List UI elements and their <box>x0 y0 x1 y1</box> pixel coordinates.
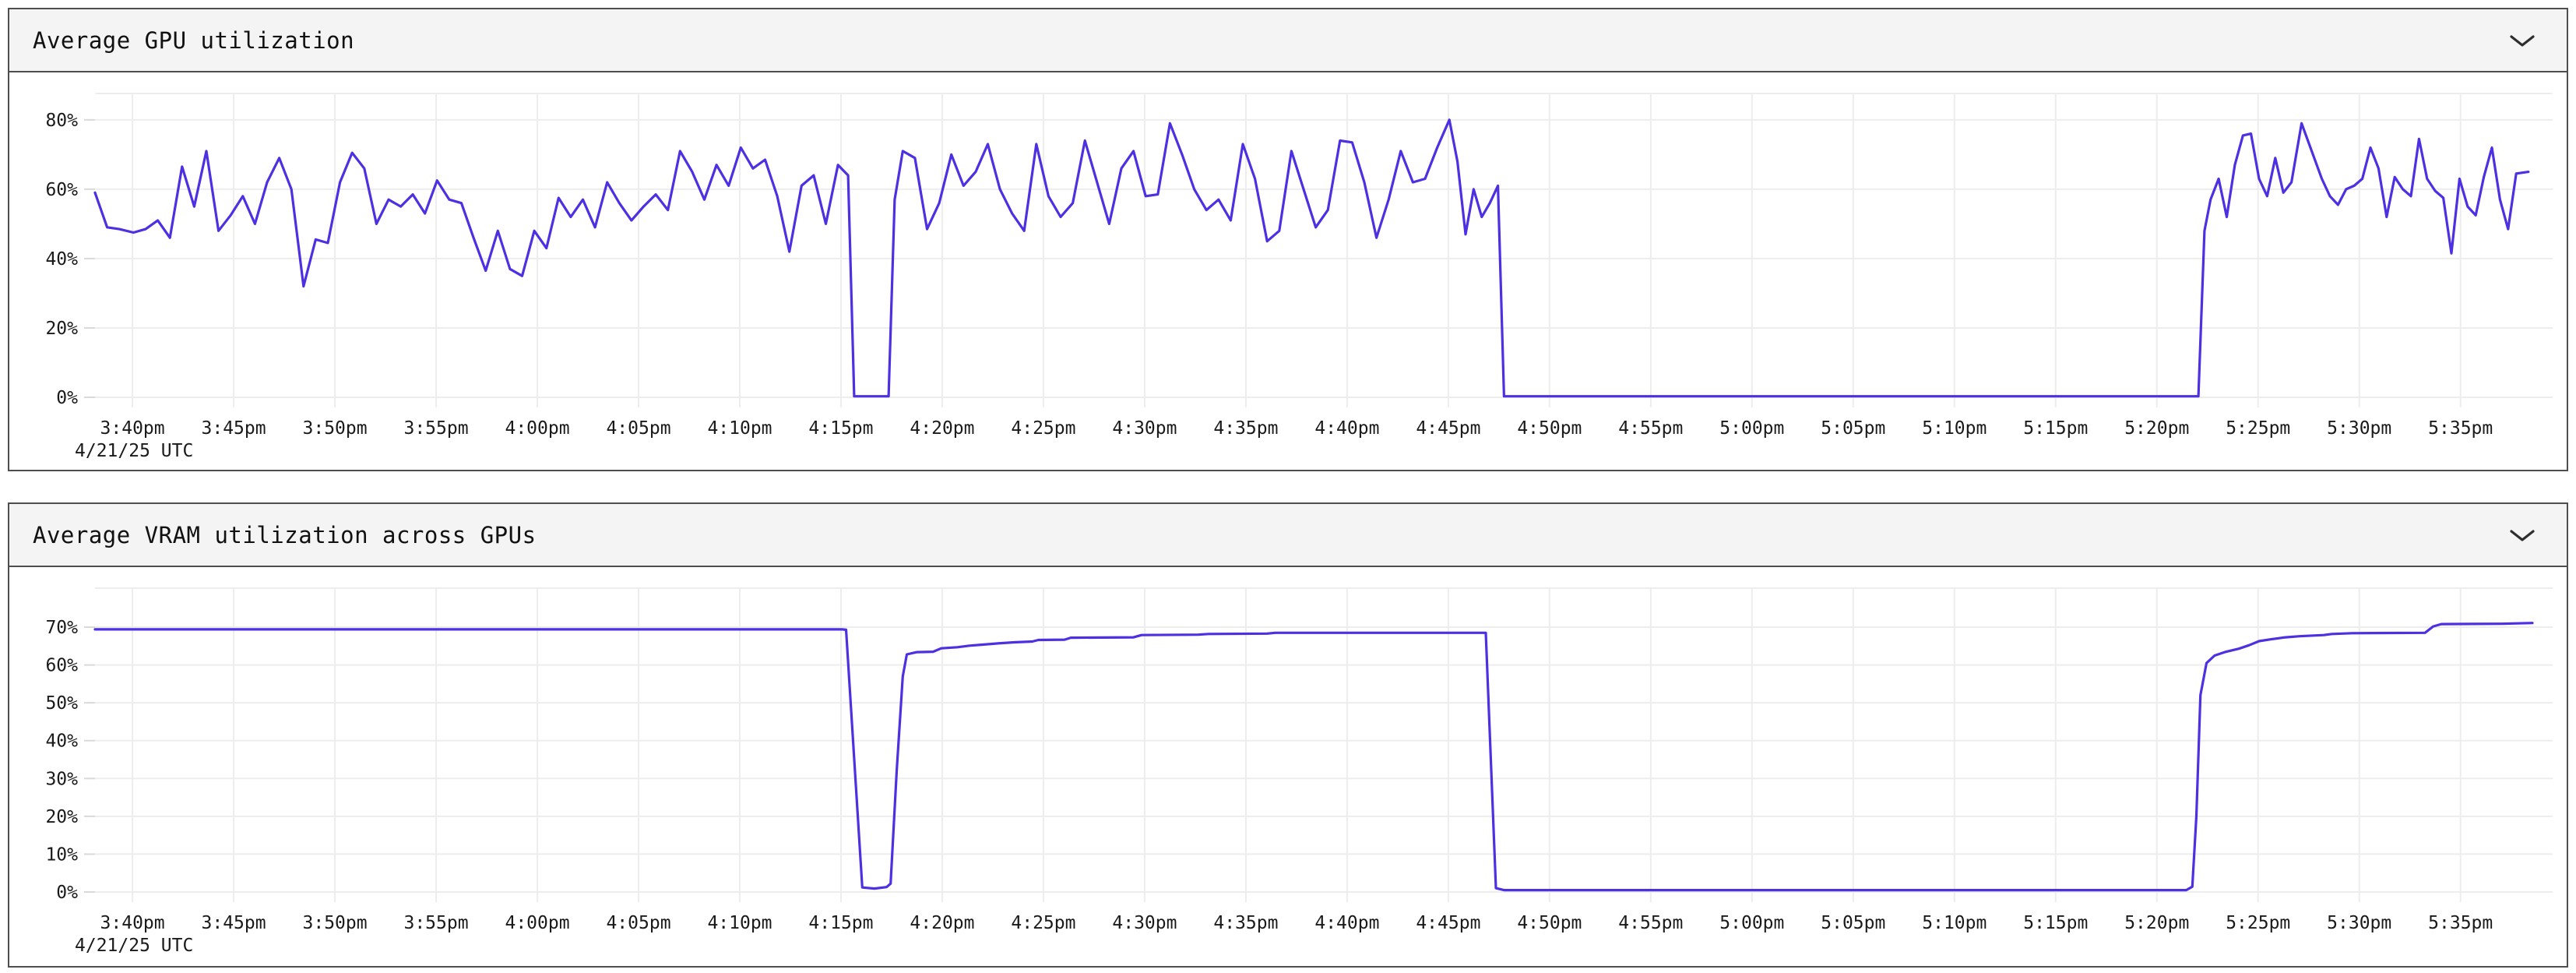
x-tick-label: 4:10pm <box>707 913 772 933</box>
x-tick-label: 5:10pm <box>1922 418 1987 439</box>
x-tick-label: 5:20pm <box>2124 418 2189 439</box>
utilization-line[interactable] <box>93 622 2534 892</box>
x-tick-label: 4:00pm <box>505 418 569 439</box>
y-tick-label: 0% <box>56 388 78 408</box>
y-tick-label: 0% <box>56 883 78 903</box>
y-tick-label: 60% <box>45 180 78 200</box>
y-tick-label: 10% <box>45 844 78 865</box>
y-tick-label: 20% <box>45 319 78 339</box>
x-tick-label: 4:05pm <box>606 913 670 933</box>
y-tick-label: 60% <box>45 656 78 676</box>
x-tick-label: 4:20pm <box>910 913 974 933</box>
x-tick-label: 4:45pm <box>1416 913 1480 933</box>
x-tick-label: 3:55pm <box>403 418 468 439</box>
x-tick-label: 4:35pm <box>1213 418 1278 439</box>
x-tick-label: 5:10pm <box>1922 913 1987 933</box>
x-tick-label: 5:00pm <box>1719 913 1784 933</box>
x-tick-label: 4:45pm <box>1416 418 1480 439</box>
x-tick-label: 3:40pm <box>100 418 165 439</box>
vram-panel-header[interactable]: Average VRAM utilization across GPUs <box>9 504 2567 567</box>
date-utc-label: 4/21/25 UTC <box>75 936 193 956</box>
x-tick-label: 4:35pm <box>1213 913 1278 933</box>
utilization-line[interactable] <box>93 118 2530 398</box>
x-tick-label: 3:50pm <box>303 418 368 439</box>
y-tick-label: 40% <box>45 249 78 270</box>
vram-utilization-chart[interactable]: 0% 10% 20% 30% 40% 50% 60% 70% 3:40pm 3:45pm 3:50p… <box>9 567 2567 963</box>
x-tick-label: 5:00pm <box>1719 418 1784 439</box>
y-tick-label: 80% <box>45 111 78 131</box>
x-tick-label: 4:00pm <box>505 913 569 933</box>
x-tick-label: 5:30pm <box>2327 418 2391 439</box>
x-tick-label: 5:25pm <box>2226 418 2290 439</box>
x-tick-label: 4:40pm <box>1314 913 1379 933</box>
x-tick-label: 5:35pm <box>2428 913 2493 933</box>
x-tick-label: 5:15pm <box>2023 418 2088 439</box>
x-tick-label: 3:45pm <box>202 913 266 933</box>
x-tick-label: 4:15pm <box>808 913 873 933</box>
y-tick-label: 20% <box>45 807 78 827</box>
x-tick-label: 4:20pm <box>910 418 974 439</box>
x-tick-label: 4:50pm <box>1517 913 1582 933</box>
x-tick-label: 3:50pm <box>303 913 368 933</box>
gpu-utilization-chart[interactable]: 0% 20% 40% 60% 80% 3:40pm 3:45pm 3:50pm 3:55pm 4:… <box>9 72 2567 468</box>
x-tick-label: 4:15pm <box>808 418 873 439</box>
x-tick-label: 3:40pm <box>100 913 165 933</box>
x-tick-label: 4:30pm <box>1112 913 1177 933</box>
y-tick-label: 30% <box>45 769 78 789</box>
x-tick-label: 4:05pm <box>606 418 670 439</box>
x-tick-label: 4:30pm <box>1112 418 1177 439</box>
x-tick-label: 5:05pm <box>1821 913 1885 933</box>
x-tick-label: 5:20pm <box>2124 913 2189 933</box>
chevron-down-icon[interactable] <box>2509 33 2536 48</box>
vram-panel-title: Average VRAM utilization across GPUs <box>33 521 537 548</box>
y-tick-label: 70% <box>45 618 78 638</box>
gpu-panel-title: Average GPU utilization <box>33 26 355 54</box>
vram-utilization-panel: Average VRAM utilization across GPUs 0% 1… <box>8 502 2568 968</box>
x-tick-label: 4:25pm <box>1011 418 1075 439</box>
x-tick-label: 5:05pm <box>1821 418 1885 439</box>
x-tick-label: 3:45pm <box>202 418 266 439</box>
chevron-down-icon[interactable] <box>2509 528 2536 542</box>
x-tick-label: 3:55pm <box>403 913 468 933</box>
x-tick-label: 5:15pm <box>2023 913 2088 933</box>
x-tick-label: 5:30pm <box>2327 913 2391 933</box>
x-tick-label: 4:10pm <box>707 418 772 439</box>
date-utc-label: 4/21/25 UTC <box>75 441 193 461</box>
y-tick-label: 40% <box>45 732 78 752</box>
y-tick-label: 50% <box>45 693 78 714</box>
gpu-panel-header[interactable]: Average GPU utilization <box>9 9 2567 72</box>
x-tick-label: 4:25pm <box>1011 913 1075 933</box>
x-tick-label: 5:35pm <box>2428 418 2493 439</box>
x-tick-label: 4:50pm <box>1517 418 1582 439</box>
x-tick-label: 4:40pm <box>1314 418 1379 439</box>
gpu-utilization-panel: Average GPU utilization 0% 20% 40% 60% 80% 3:… <box>8 8 2568 471</box>
x-tick-label: 4:55pm <box>1618 418 1683 439</box>
x-tick-label: 5:25pm <box>2226 913 2290 933</box>
x-tick-label: 4:55pm <box>1618 913 1683 933</box>
